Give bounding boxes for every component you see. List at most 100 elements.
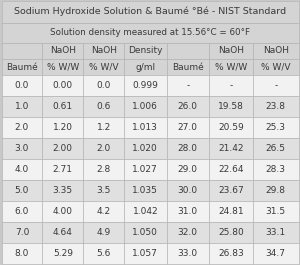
Bar <box>167 223 209 244</box>
Bar <box>253 59 298 76</box>
Bar <box>209 160 253 180</box>
Bar <box>83 59 124 76</box>
Text: -: - <box>229 82 233 90</box>
Text: 27.0: 27.0 <box>178 123 198 132</box>
Text: 1.2: 1.2 <box>97 123 111 132</box>
Text: 1.050: 1.050 <box>132 228 158 237</box>
Bar <box>124 43 166 59</box>
Text: 2.0: 2.0 <box>97 144 111 153</box>
Text: 3.35: 3.35 <box>53 187 73 196</box>
Bar <box>2 117 42 139</box>
Bar <box>42 117 83 139</box>
Bar <box>83 43 124 59</box>
Bar <box>209 43 253 59</box>
Text: 1.042: 1.042 <box>133 207 158 217</box>
Bar <box>253 117 298 139</box>
Bar <box>2 160 42 180</box>
Bar <box>209 180 253 201</box>
Text: 7.0: 7.0 <box>15 228 29 237</box>
Bar <box>2 201 42 223</box>
Bar <box>42 139 83 160</box>
Bar <box>253 244 298 264</box>
Bar <box>2 23 298 43</box>
Text: 0.00: 0.00 <box>53 82 73 90</box>
Bar <box>124 96 166 117</box>
Text: 31.5: 31.5 <box>266 207 286 217</box>
Text: 30.0: 30.0 <box>178 187 198 196</box>
Bar <box>42 43 83 59</box>
Bar <box>2 180 42 201</box>
Text: % W/W: % W/W <box>47 63 79 72</box>
Bar <box>167 201 209 223</box>
Text: 1.057: 1.057 <box>132 249 158 258</box>
Bar <box>167 43 209 59</box>
Bar <box>209 76 253 96</box>
Bar <box>253 223 298 244</box>
Bar <box>42 223 83 244</box>
Text: Solution density measured at 15.56°C = 60°F: Solution density measured at 15.56°C = 6… <box>50 28 250 37</box>
Bar <box>124 139 166 160</box>
Text: 2.00: 2.00 <box>53 144 73 153</box>
Bar <box>167 117 209 139</box>
Bar <box>124 117 166 139</box>
Text: 4.9: 4.9 <box>97 228 111 237</box>
Bar <box>83 76 124 96</box>
Text: Sodium Hydroxide Solution & Baumé °Bé - NIST Standard: Sodium Hydroxide Solution & Baumé °Bé - … <box>14 7 286 16</box>
Text: % W/V: % W/V <box>89 63 118 72</box>
Text: 0.0: 0.0 <box>97 82 111 90</box>
Text: 0.6: 0.6 <box>97 103 111 112</box>
Text: 22.64: 22.64 <box>218 165 244 174</box>
Text: % W/W: % W/W <box>215 63 247 72</box>
Bar <box>167 244 209 264</box>
Bar <box>83 223 124 244</box>
Bar <box>42 244 83 264</box>
Bar <box>209 223 253 244</box>
Text: 34.7: 34.7 <box>266 249 286 258</box>
Bar <box>42 96 83 117</box>
Text: -: - <box>186 82 189 90</box>
Text: 20.59: 20.59 <box>218 123 244 132</box>
Bar <box>253 201 298 223</box>
Text: 3.5: 3.5 <box>97 187 111 196</box>
Text: 29.8: 29.8 <box>266 187 286 196</box>
Text: 2.0: 2.0 <box>15 123 29 132</box>
Bar <box>253 76 298 96</box>
Text: 1.020: 1.020 <box>132 144 158 153</box>
Bar <box>83 244 124 264</box>
Text: 5.0: 5.0 <box>15 187 29 196</box>
Text: 29.0: 29.0 <box>178 165 198 174</box>
Bar <box>83 139 124 160</box>
Text: NaOH: NaOH <box>218 46 244 55</box>
Bar <box>167 96 209 117</box>
Bar <box>209 139 253 160</box>
Text: NaOH: NaOH <box>91 46 117 55</box>
Text: 1.027: 1.027 <box>132 165 158 174</box>
Bar <box>209 117 253 139</box>
Bar <box>167 160 209 180</box>
Text: 19.58: 19.58 <box>218 103 244 112</box>
Text: 26.0: 26.0 <box>178 103 198 112</box>
Bar <box>167 139 209 160</box>
Text: 25.80: 25.80 <box>218 228 244 237</box>
Text: 0.999: 0.999 <box>132 82 158 90</box>
Bar <box>42 76 83 96</box>
Text: 4.0: 4.0 <box>15 165 29 174</box>
Text: 1.035: 1.035 <box>132 187 158 196</box>
Text: 8.0: 8.0 <box>15 249 29 258</box>
Bar <box>42 59 83 76</box>
Text: 5.29: 5.29 <box>53 249 73 258</box>
Text: 21.42: 21.42 <box>218 144 244 153</box>
Bar <box>83 117 124 139</box>
Text: 1.006: 1.006 <box>132 103 158 112</box>
Bar <box>2 59 42 76</box>
Bar <box>124 223 166 244</box>
Text: 26.83: 26.83 <box>218 249 244 258</box>
Bar <box>209 59 253 76</box>
Text: Baumé: Baumé <box>172 63 204 72</box>
Text: 3.0: 3.0 <box>15 144 29 153</box>
Text: 26.5: 26.5 <box>266 144 286 153</box>
Text: 24.81: 24.81 <box>218 207 244 217</box>
Bar <box>83 96 124 117</box>
Text: Density: Density <box>128 46 163 55</box>
Bar <box>124 244 166 264</box>
